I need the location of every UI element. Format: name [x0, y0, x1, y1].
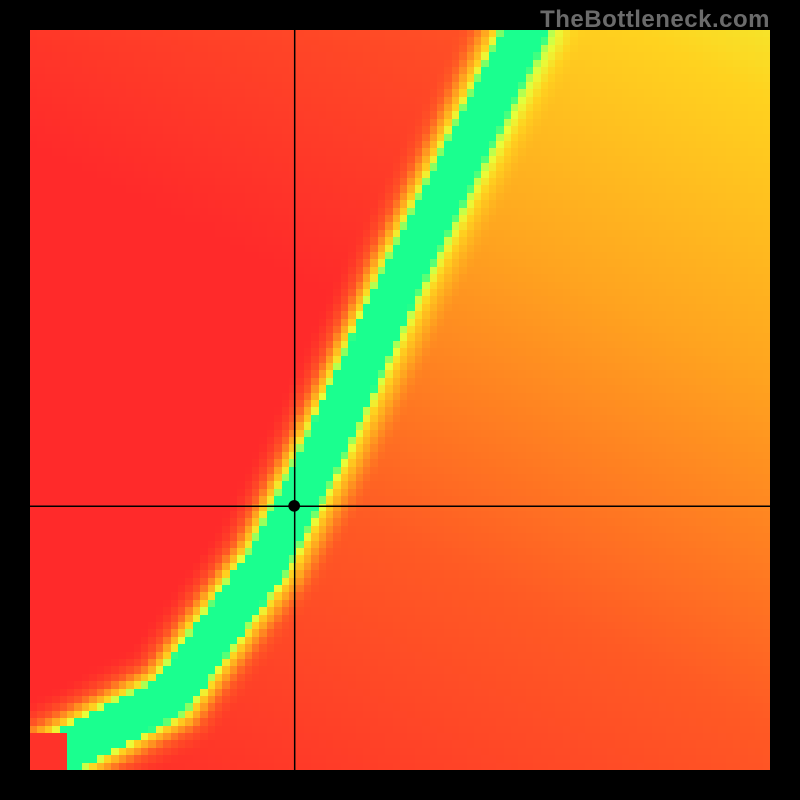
watermark-text: TheBottleneck.com — [540, 6, 770, 34]
bottleneck-heatmap — [30, 30, 770, 770]
chart-frame: TheBottleneck.com — [0, 0, 800, 800]
